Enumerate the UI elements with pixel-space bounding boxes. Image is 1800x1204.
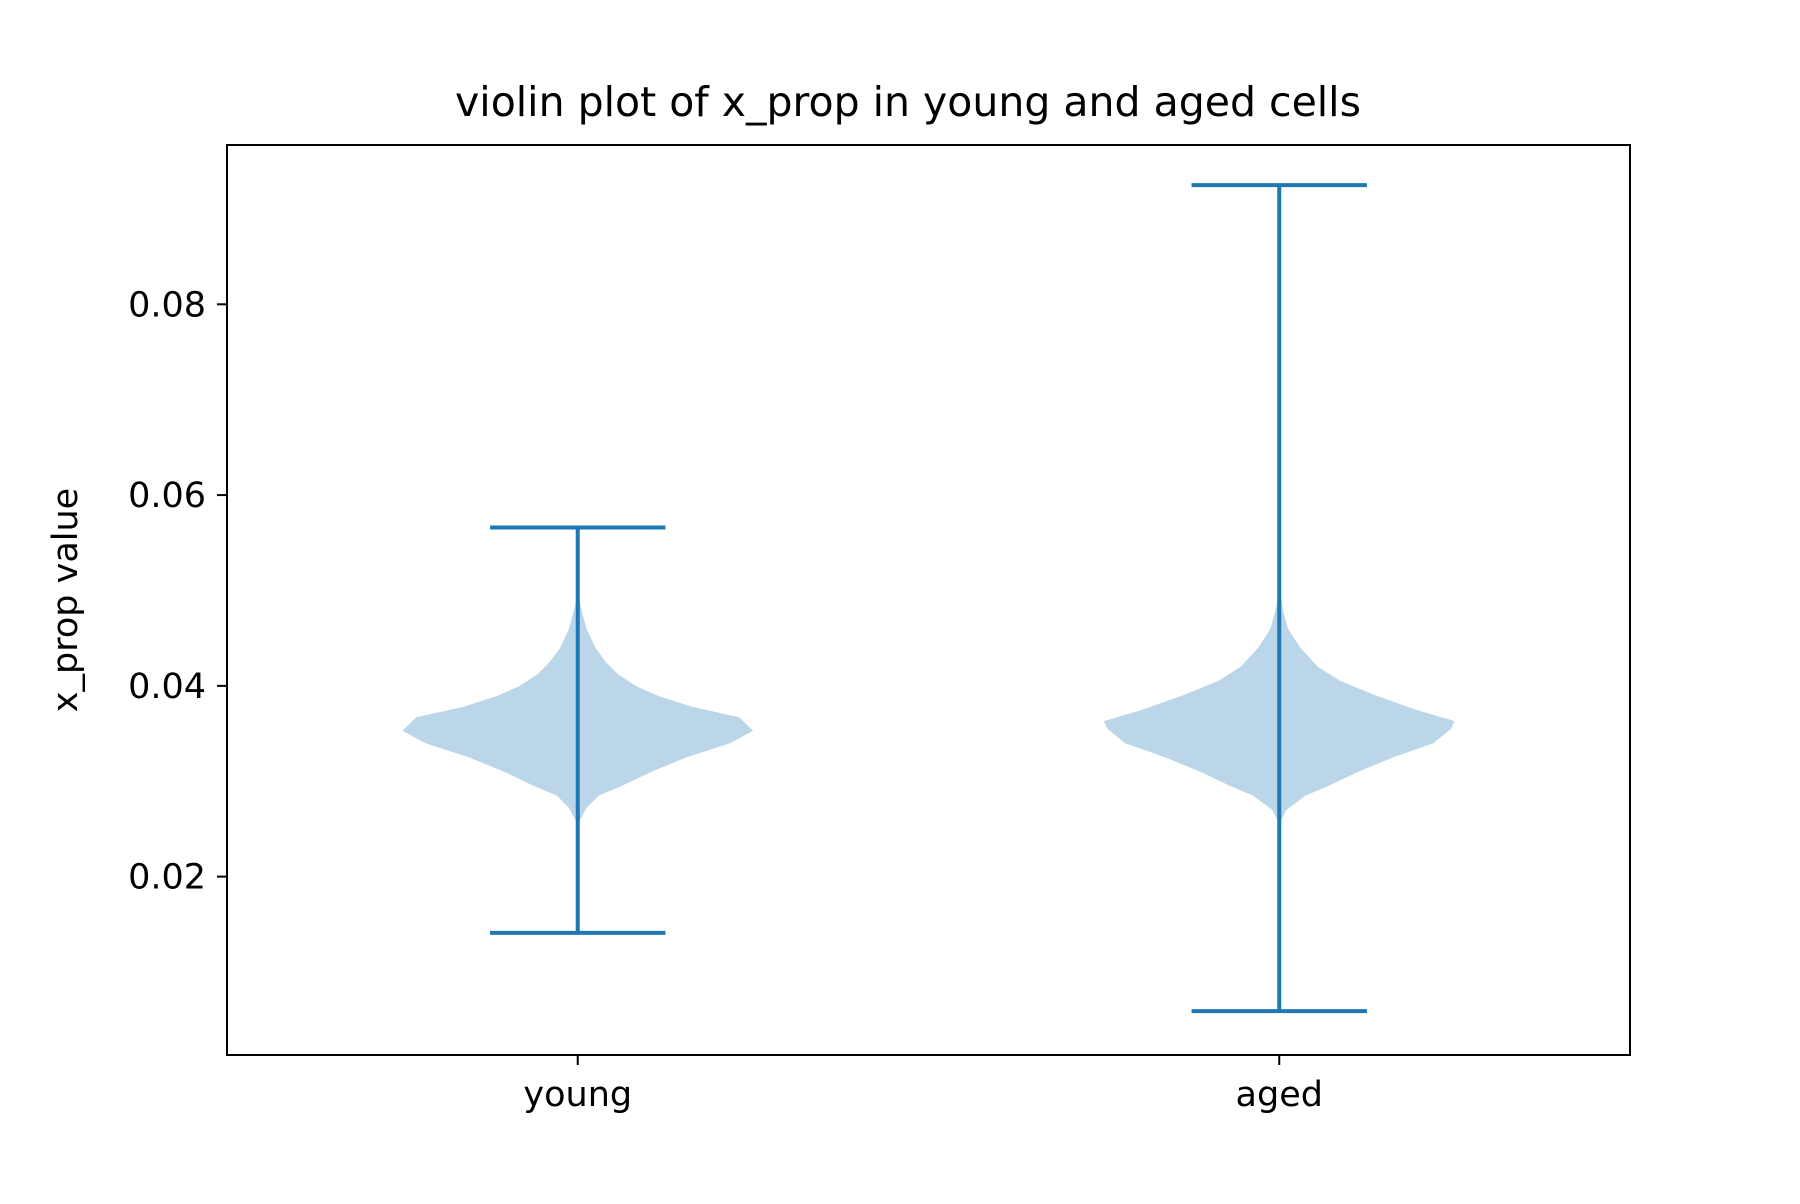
y-tick-label: 0.06: [128, 476, 206, 516]
y-tick-label: 0.08: [128, 285, 206, 325]
y-tick-label: 0.02: [128, 858, 206, 898]
x-axis: young aged: [523, 1055, 1323, 1115]
x-tick-label: aged: [1236, 1075, 1323, 1115]
y-axis: 0.02 0.04 0.06 0.08: [128, 285, 227, 898]
plot-area: [402, 183, 1455, 1014]
x-tick-label: young: [523, 1075, 632, 1115]
y-tick-label: 0.04: [128, 667, 206, 707]
plot-frame: [226, 144, 1631, 1056]
chart-title: violin plot of x_prop in young and aged …: [455, 78, 1361, 126]
y-axis-label: x_prop value: [46, 488, 86, 712]
